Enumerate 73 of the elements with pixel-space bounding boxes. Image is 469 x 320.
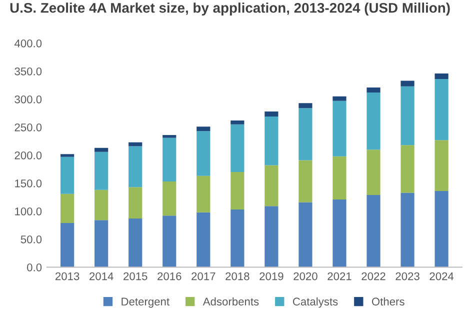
bar (162, 138, 176, 182)
x-tick-label: 2020 (294, 272, 318, 280)
bar (230, 172, 244, 210)
x-tick-label: 2019 (260, 272, 284, 280)
bar (264, 206, 278, 268)
bar (196, 126, 210, 132)
bar (366, 87, 380, 92)
bar (60, 156, 74, 194)
x-tick-label: 2017 (192, 272, 216, 280)
bar (196, 212, 210, 268)
bar (298, 108, 312, 160)
bar (60, 154, 74, 157)
x-tick-label: 2015 (124, 272, 148, 280)
y-tick-label: 0.0 (27, 263, 42, 272)
y-tick-label: 400.0 (14, 39, 42, 48)
x-tick-label: 2021 (328, 272, 352, 280)
bar (332, 100, 346, 156)
bar (94, 152, 108, 190)
bar (264, 116, 278, 166)
bar (162, 216, 176, 268)
bar (230, 124, 244, 172)
y-tick-label: 150.0 (15, 179, 42, 188)
legend-label: Detergent (122, 298, 170, 308)
chart-title: U.S. Zeolite 4A Market size, by application, 2013-2024 (USD Million) (10, 2, 450, 16)
bar (162, 135, 176, 138)
bar (60, 194, 74, 223)
bar (128, 218, 142, 268)
x-tick-label: 2014 (90, 272, 114, 280)
bar (332, 199, 346, 268)
bar (434, 191, 448, 268)
bar (230, 120, 244, 124)
x-tick-label: 2024 (430, 272, 454, 280)
y-tick-label: 250.0 (14, 123, 42, 132)
bar (162, 182, 176, 216)
bar (60, 222, 74, 268)
bar (434, 73, 448, 80)
bar (264, 112, 278, 117)
bar (94, 190, 108, 220)
x-tick-label: 2018 (226, 272, 250, 280)
y-tick-label: 350.0 (14, 67, 42, 76)
bar (434, 79, 448, 140)
bar (298, 160, 312, 202)
x-tick-label: 2023 (396, 272, 420, 280)
bar (366, 194, 380, 268)
x-tick-label: 2022 (362, 272, 386, 280)
bar (94, 148, 108, 152)
y-tick-label: 100.0 (15, 207, 42, 216)
legend-label: Catalysts (292, 297, 338, 308)
bar (196, 176, 210, 212)
bar (366, 150, 380, 195)
bar (298, 202, 312, 268)
bar (298, 103, 312, 108)
y-tick-label: 50.0 (20, 235, 42, 244)
bar (434, 140, 448, 192)
bar (128, 187, 142, 218)
bar (196, 131, 210, 176)
legend-label: Others (372, 297, 404, 306)
legend-label: Adsorbents (202, 297, 259, 306)
x-tick-label: 2013 (56, 272, 80, 280)
y-tick-label: 300.0 (14, 95, 42, 104)
bar (332, 96, 346, 101)
bar (230, 210, 244, 268)
y-tick-label: 200.0 (14, 151, 42, 160)
bar (400, 80, 414, 86)
x-tick-label: 2016 (158, 272, 182, 280)
bar (332, 156, 346, 200)
bar (400, 192, 414, 268)
bar (128, 146, 142, 188)
bar (94, 220, 108, 268)
bar (264, 165, 278, 206)
bar (400, 145, 414, 193)
bar (400, 86, 414, 146)
bar (366, 92, 380, 150)
